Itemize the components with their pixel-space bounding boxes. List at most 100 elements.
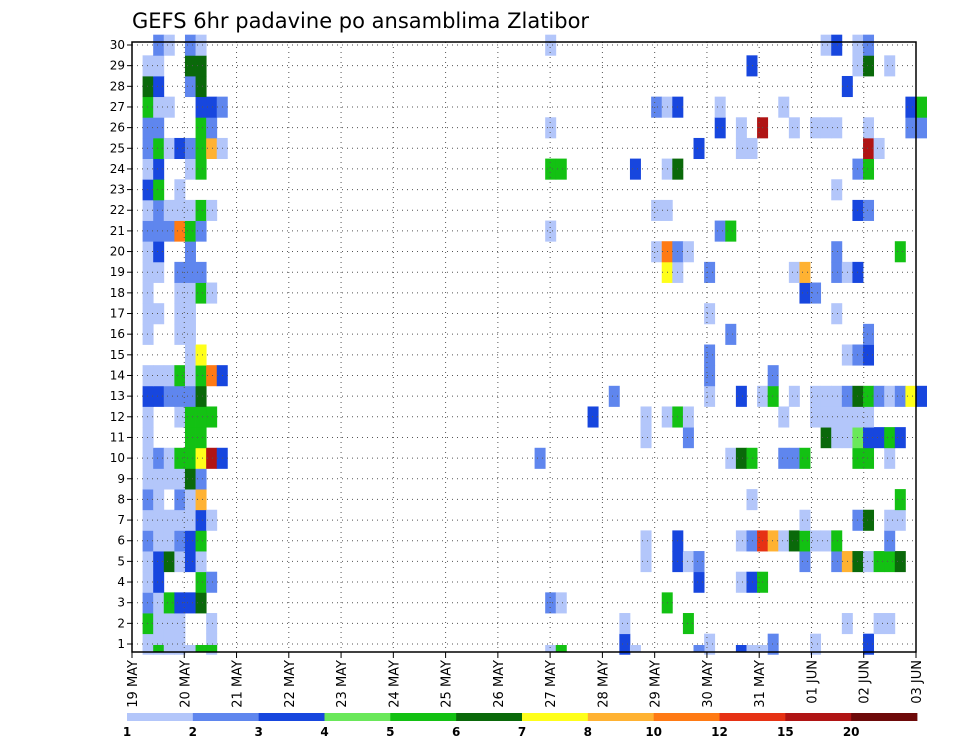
y-tick-label: 28 <box>110 79 125 93</box>
y-tick-label: 29 <box>110 59 125 73</box>
heatmap-cell <box>831 427 843 449</box>
heatmap-cell <box>195 199 207 221</box>
heatmap-cell <box>163 220 175 242</box>
heatmap-cell <box>153 447 165 469</box>
heatmap-cell <box>545 158 557 180</box>
heatmap-cell <box>884 530 896 552</box>
heatmap-cell <box>884 551 896 573</box>
heatmap-cell <box>704 365 716 387</box>
y-tick-label: 8 <box>117 492 125 506</box>
heatmap-cell <box>608 385 620 407</box>
heatmap-cell <box>651 241 663 263</box>
heatmap-cell <box>693 645 705 652</box>
heatmap-cell <box>195 96 207 118</box>
y-tick-label: 13 <box>110 389 125 403</box>
heatmap-cell <box>142 199 154 221</box>
heatmap-cell <box>174 613 186 635</box>
heatmap-cell <box>142 571 154 593</box>
heatmap-cell <box>184 34 196 56</box>
heatmap-cell <box>174 282 186 304</box>
y-tick-label: 9 <box>117 472 125 486</box>
heatmap-cell <box>174 303 186 325</box>
heatmap-cell <box>555 158 567 180</box>
heatmap-cell <box>163 96 175 118</box>
heatmap-cell <box>195 645 207 652</box>
heatmap-cell <box>153 96 165 118</box>
heatmap-cell <box>873 427 885 449</box>
heatmap-cell <box>206 117 218 139</box>
heatmap-cell <box>778 406 790 428</box>
y-tick-label: 14 <box>110 368 125 382</box>
heatmap-cell <box>163 385 175 407</box>
heatmap-cell <box>863 427 875 449</box>
heatmap-cell <box>195 489 207 511</box>
heatmap-cell <box>142 158 154 180</box>
heatmap-cell <box>184 220 196 242</box>
colorbar-swatch <box>785 713 852 721</box>
heatmap-cell <box>153 645 165 652</box>
heatmap-cell <box>767 530 779 552</box>
colorbar-label: 7 <box>518 725 526 739</box>
colorbar-swatch <box>127 713 194 721</box>
heatmap-cell <box>195 344 207 366</box>
y-tick-label: 5 <box>117 554 125 568</box>
heatmap-cell <box>863 199 875 221</box>
heatmap-cell <box>142 509 154 531</box>
heatmap-cell <box>153 592 165 614</box>
y-tick-label: 27 <box>110 100 125 114</box>
x-tick-label: 22 MAY <box>283 660 298 708</box>
y-tick-label: 1 <box>117 637 125 651</box>
heatmap-cell <box>640 530 652 552</box>
heatmap-cell <box>142 427 154 449</box>
heatmap-cell <box>195 427 207 449</box>
heatmap-cell <box>153 509 165 531</box>
heatmap-cell <box>820 117 832 139</box>
heatmap-cell <box>863 385 875 407</box>
x-tick-label: 19 MAY <box>126 660 141 708</box>
heatmap-cell <box>195 468 207 490</box>
heatmap-cell <box>693 137 705 160</box>
heatmap-cell <box>916 117 927 139</box>
heatmap-cell <box>682 427 694 449</box>
heatmap-cell <box>682 406 694 428</box>
heatmap-cell <box>174 489 186 511</box>
colorbar-swatch <box>390 713 457 721</box>
heatmap-cell <box>174 468 186 490</box>
x-tick-label: 01 JUN <box>806 660 821 704</box>
x-tick-label: 30 MAY <box>701 660 716 708</box>
x-tick-label: 23 MAY <box>335 660 350 708</box>
heatmap-cell <box>142 137 154 160</box>
heatmap-cell <box>206 96 218 118</box>
heatmap-cell <box>788 447 800 469</box>
heatmap-cell <box>884 427 896 449</box>
y-tick-label: 15 <box>110 348 125 362</box>
heatmap-cell <box>873 385 885 407</box>
heatmap-cell <box>820 530 832 552</box>
heatmap-cell <box>184 344 196 366</box>
heatmap-cell <box>704 385 716 407</box>
colorbar-swatch <box>192 713 260 721</box>
heatmap-cell <box>693 571 705 593</box>
x-tick-label: 03 JUN <box>910 660 925 704</box>
heatmap-cell <box>174 645 186 652</box>
x-tick-label: 27 MAY <box>544 660 559 708</box>
x-tick-label: 02 JUN <box>858 660 873 704</box>
colorbar-label: 8 <box>584 725 592 739</box>
y-tick-label: 6 <box>117 534 125 548</box>
heatmap-cell <box>884 613 896 635</box>
heatmap-cell <box>163 551 175 573</box>
heatmap-cell <box>746 447 758 469</box>
heatmap-cell <box>831 303 843 325</box>
heatmap-cell <box>153 365 165 387</box>
heatmap-cell <box>863 551 875 573</box>
heatmap-cell <box>735 117 747 139</box>
heatmap-cell <box>714 96 726 118</box>
colorbar-label: 12 <box>711 725 728 739</box>
heatmap-cell <box>206 137 218 160</box>
heatmap-cell <box>184 489 196 511</box>
heatmap-cell <box>746 137 758 160</box>
heatmap-cell <box>184 261 196 283</box>
colorbar-label: 20 <box>843 725 860 739</box>
heatmap-cell <box>640 427 652 449</box>
x-tick-label: 21 MAY <box>231 660 246 708</box>
